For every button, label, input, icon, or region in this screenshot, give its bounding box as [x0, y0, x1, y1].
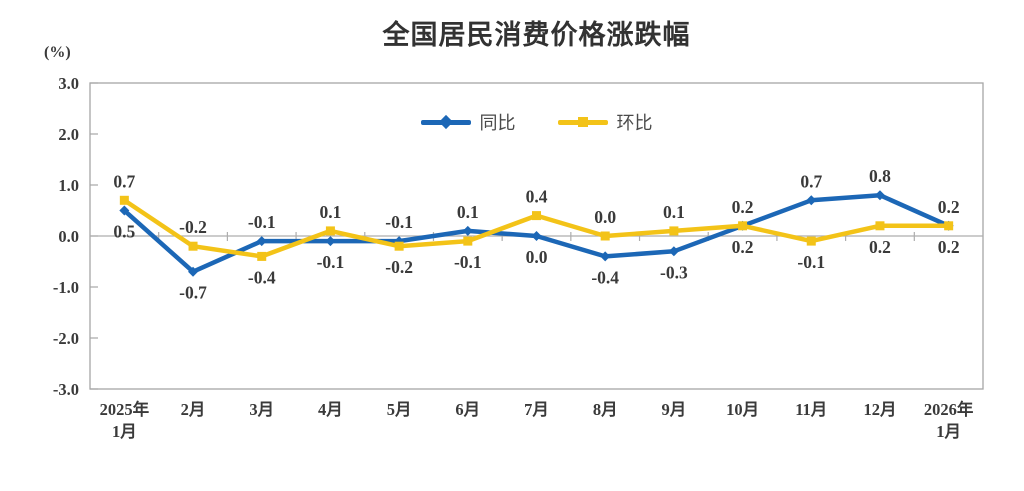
y-tick-label: 0.0 — [58, 227, 79, 246]
data-label-below: -0.2 — [385, 257, 413, 277]
diamond-marker-icon — [531, 231, 542, 241]
square-marker-icon — [532, 211, 541, 221]
mom-line-sample — [557, 117, 608, 127]
square-marker-icon — [944, 221, 954, 231]
diamond-marker-icon — [119, 205, 130, 216]
chart-title: 全国居民消费价格涨跌幅 — [382, 20, 691, 50]
diamond-marker-icon — [668, 246, 679, 257]
legend: 同比 环比 — [90, 109, 983, 135]
diamond-marker-icon — [325, 236, 336, 247]
square-marker-icon — [463, 236, 473, 246]
legend-label-yoy: 同比 — [479, 113, 516, 133]
data-label-above: 0.7 — [113, 171, 135, 191]
diamond-marker-icon — [462, 225, 473, 236]
x-tick-label-line2: 1月 — [936, 422, 961, 441]
x-tick-label: 11月 — [795, 400, 827, 419]
data-label-above: -0.2 — [179, 217, 207, 237]
data-label-below: 0.2 — [938, 237, 960, 257]
data-label-below: 0.2 — [869, 237, 891, 257]
x-tick-label: 2026年 — [924, 399, 974, 419]
legend-label-mom: 环比 — [616, 113, 653, 133]
y-tick-label: 3.0 — [58, 74, 79, 93]
data-label-below: -0.4 — [591, 267, 619, 287]
diamond-marker-icon — [806, 195, 817, 206]
x-tick-label: 9月 — [662, 400, 687, 419]
data-label-above: -0.1 — [248, 212, 276, 232]
y-axis: 3.0 2.0 1.0 0.0 -1.0 -2.0 -3.0 — [53, 74, 98, 399]
square-marker-icon — [119, 195, 129, 205]
y-tick-label: -3.0 — [53, 380, 79, 399]
data-label-below: -0.1 — [797, 252, 825, 272]
x-tick-label: 5月 — [387, 400, 412, 419]
y-tick-label: -2.0 — [53, 329, 79, 348]
square-marker-icon — [188, 241, 198, 251]
y-tick-label: 2.0 — [58, 125, 79, 144]
data-label-above: 0.1 — [319, 202, 341, 222]
data-label-below: 0.2 — [732, 237, 754, 257]
x-tick-label: 7月 — [524, 400, 549, 419]
data-label-below: -0.3 — [660, 262, 688, 282]
square-marker-icon — [577, 117, 588, 127]
square-marker-icon — [669, 226, 679, 236]
square-marker-icon — [257, 251, 267, 261]
x-axis: 2025年 1月 2月 3月 4月 5月 6月 7月 8月 9月 10月 11月 12月 2026年 1月 — [100, 399, 974, 441]
data-label-above: 0.8 — [869, 166, 891, 186]
square-marker-icon — [394, 241, 404, 251]
square-marker-icon — [738, 221, 748, 231]
data-label-above: 0.0 — [594, 207, 616, 227]
diamond-marker-icon — [188, 266, 199, 277]
x-tick-label: 3月 — [249, 400, 274, 419]
data-labels: 0.7 0.5 -0.2 -0.7 -0.1 -0.4 0.1 -0.1 -0.1 -0.2 0.1… — [113, 166, 959, 303]
y-tick-label: -1.0 — [53, 278, 79, 297]
data-label-below: -0.4 — [248, 267, 276, 287]
y-axis-unit-label: (%) — [44, 44, 71, 61]
data-label-above: 0.1 — [663, 202, 685, 222]
data-label-above: 0.7 — [800, 171, 822, 191]
series-mom — [119, 195, 954, 261]
x-tick-label-line2: 1月 — [112, 422, 137, 441]
square-marker-icon — [325, 226, 335, 236]
x-tick-label: 12月 — [863, 400, 896, 419]
data-label-above: 0.4 — [526, 187, 548, 207]
data-label-below: -0.1 — [454, 252, 482, 272]
data-label-above: 0.2 — [732, 197, 754, 217]
data-label-below: 0.0 — [526, 247, 548, 267]
square-marker-icon — [600, 231, 610, 241]
y-tick-label: 1.0 — [58, 176, 79, 195]
data-label-below: -0.7 — [179, 283, 207, 303]
diamond-marker-icon — [600, 251, 611, 262]
data-label-above: 0.1 — [457, 202, 479, 222]
x-tick-label: 4月 — [318, 400, 343, 419]
diamond-marker-icon — [874, 190, 885, 201]
legend-item-yoy: 同比 — [420, 109, 516, 135]
yoy-line-sample — [420, 114, 471, 130]
x-tick-label: 8月 — [593, 400, 618, 419]
legend-item-mom: 环比 — [557, 109, 653, 135]
x-tick-label: 2月 — [181, 400, 206, 419]
square-marker-icon — [875, 221, 885, 231]
x-tick-label: 10月 — [726, 400, 759, 419]
data-label-above: 0.2 — [938, 197, 960, 217]
data-label-above: -0.1 — [385, 212, 413, 232]
x-tick-label: 2025年 — [100, 399, 150, 419]
data-label-below: 0.5 — [113, 222, 135, 242]
square-marker-icon — [806, 236, 816, 246]
diamond-marker-icon — [256, 236, 267, 247]
x-tick-label: 6月 — [455, 400, 480, 419]
data-label-below: -0.1 — [317, 252, 345, 272]
